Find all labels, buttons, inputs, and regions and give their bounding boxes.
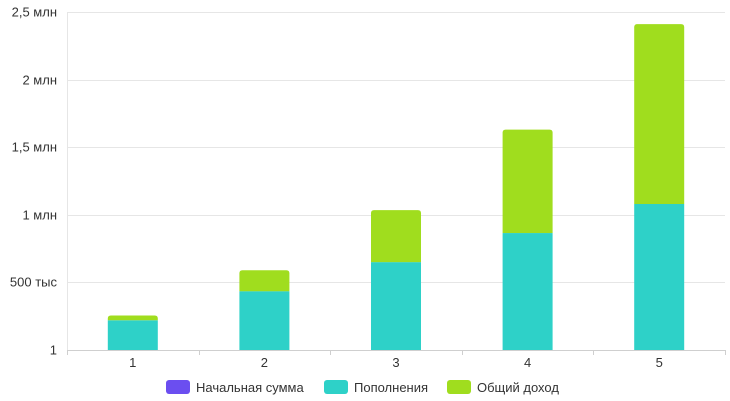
- legend[interactable]: Начальная сумма Пополнения Общий доход: [166, 380, 559, 395]
- bar-contributions-2[interactable]: [239, 291, 290, 350]
- bars: [107, 24, 685, 350]
- y-tick-label: 500 тыс: [10, 275, 58, 290]
- x-tick-label: 2: [261, 355, 268, 370]
- x-axis: 1 2 3 4 5: [67, 350, 726, 370]
- legend-label: Пополнения: [354, 380, 428, 395]
- bar-income-2[interactable]: [239, 270, 290, 292]
- legend-item[interactable]: Пополнения: [324, 380, 428, 395]
- legend-swatch: [324, 380, 348, 394]
- legend-label: Общий доход: [477, 380, 559, 395]
- legend-item[interactable]: Общий доход: [447, 380, 559, 395]
- y-tick-label: 1 млн: [22, 208, 57, 223]
- legend-item[interactable]: Начальная сумма: [166, 380, 304, 395]
- x-tick-label: 1: [129, 355, 136, 370]
- bar-contributions-3[interactable]: [371, 262, 421, 350]
- y-tick-label: 1,5 млн: [12, 140, 57, 155]
- x-tick-label: 4: [524, 355, 531, 370]
- bar-income-4[interactable]: [502, 129, 553, 234]
- bar-income-3[interactable]: [371, 210, 421, 263]
- bar-contributions-5[interactable]: [634, 203, 685, 350]
- bar-contributions-4[interactable]: [502, 233, 553, 350]
- y-tick-label: 2,5 млн: [12, 5, 57, 20]
- bar-income-5[interactable]: [634, 24, 685, 204]
- legend-swatch: [447, 380, 471, 394]
- x-tick-label: 5: [656, 355, 663, 370]
- bar-income-1[interactable]: [107, 315, 158, 321]
- x-tick-label: 3: [392, 355, 399, 370]
- y-tick-label: 2 млн: [22, 73, 57, 88]
- y-tick-label: 1: [50, 343, 57, 358]
- legend-label: Начальная сумма: [196, 380, 304, 395]
- bar-contributions-1[interactable]: [107, 320, 158, 350]
- legend-swatch: [166, 380, 190, 394]
- y-axis: 1 500 тыс 1 млн 1,5 млн 2 млн 2,5 млн: [10, 5, 58, 358]
